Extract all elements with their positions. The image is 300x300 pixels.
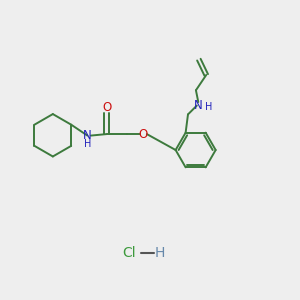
- Text: Cl: Cl: [123, 246, 136, 260]
- Text: N: N: [83, 129, 92, 142]
- Text: H: H: [84, 139, 92, 149]
- Text: N: N: [194, 99, 203, 112]
- Text: O: O: [102, 101, 111, 114]
- Text: H: H: [205, 102, 212, 112]
- Text: O: O: [139, 128, 148, 141]
- Text: H: H: [155, 246, 166, 260]
